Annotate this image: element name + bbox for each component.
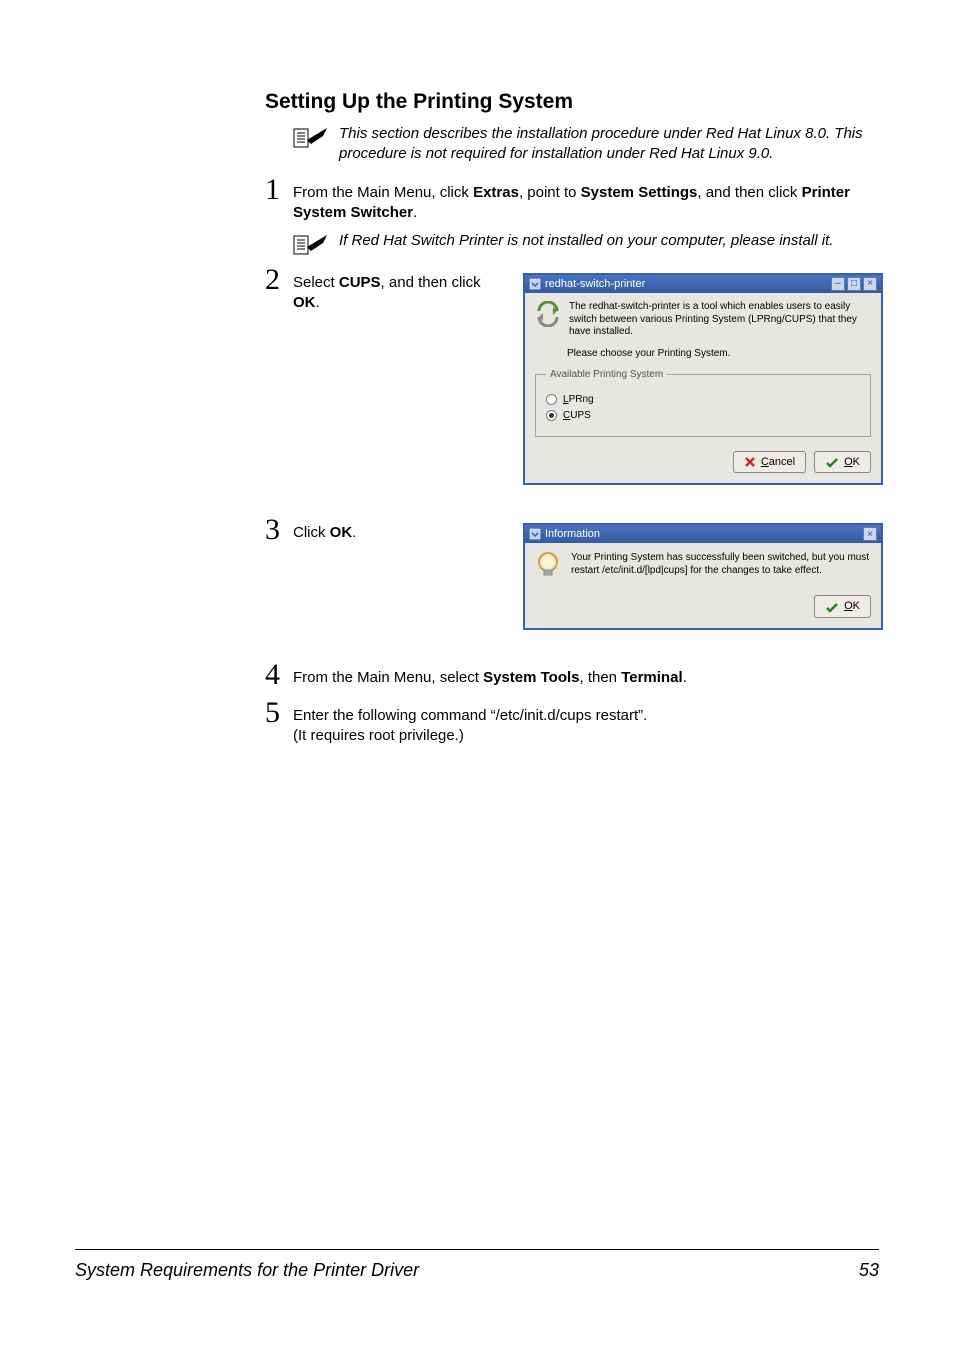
radio-icon [546,410,557,421]
close-button[interactable]: × [863,527,877,541]
page-footer: System Requirements for the Printer Driv… [75,1249,879,1281]
step-1: 1 From the Main Menu, click Extras, poin… [265,175,879,224]
step-body: Select CUPS, and then click OK. [293,273,503,314]
step-body: From the Main Menu, select System Tools,… [293,660,879,688]
step-number: 5 [265,698,293,728]
group-legend: Available Printing System [546,368,667,382]
bold: CUPS [339,274,381,291]
radio-cups[interactable]: CUPS [546,409,860,423]
note-text-2: If Red Hat Switch Printer is not install… [339,231,833,251]
window-menu-icon[interactable] [529,528,541,540]
step-body: From the Main Menu, click Extras, point … [293,175,879,224]
ok-icon [825,601,839,613]
step-3: 3 Click OK. Information × [265,515,879,630]
dialog-title: Information [545,527,600,542]
text: , point to [519,184,581,201]
button-label: OK [844,599,860,614]
text: . [316,294,320,311]
dialog-description: The redhat-switch-printer is a tool whic… [569,301,871,339]
text: , and then click [697,184,801,201]
text: . [683,669,687,686]
text: , then [580,669,622,686]
step-number: 4 [265,660,293,690]
text: , and then click [381,274,481,291]
note-block-2: If Red Hat Switch Printer is not install… [293,231,879,255]
dialog-title: redhat-switch-printer [545,277,645,292]
page-number: 53 [859,1260,879,1281]
radio-label: CUPS [563,409,591,423]
bold: System Tools [483,669,579,686]
printing-system-group: Available Printing System LPRng CUPS [535,368,871,437]
information-dialog: Information × [523,523,883,630]
section-heading: Setting Up the Printing System [265,90,879,114]
step-5: 5 Enter the following command “/etc/init… [265,698,879,747]
text: Select [293,274,339,291]
ok-button[interactable]: OK [814,451,871,474]
dialog-titlebar[interactable]: Information × [525,525,881,543]
redhat-switch-printer-dialog: redhat-switch-printer – □ × [523,273,883,485]
switch-icon [535,301,561,339]
ok-icon [825,456,839,468]
bold: Extras [473,184,519,201]
ok-button[interactable]: OK [814,595,871,618]
button-label: OK [844,455,860,470]
step-number: 2 [265,265,293,295]
text: . [352,524,356,541]
dialog-message: Your Printing System has successfully be… [571,551,871,581]
step-4: 4 From the Main Menu, select System Tool… [265,660,879,690]
dialog-titlebar[interactable]: redhat-switch-printer – □ × [525,275,881,293]
bold: OK [330,524,353,541]
bold: Terminal [621,669,682,686]
note-icon [293,126,329,148]
maximize-button[interactable]: □ [847,277,861,291]
text: From the Main Menu, select [293,669,483,686]
step-body: Enter the following command “/etc/init.d… [293,698,879,747]
footer-title: System Requirements for the Printer Driv… [75,1260,419,1281]
text: . [413,204,417,221]
step-number: 3 [265,515,293,545]
text: (It requires root privilege.) [293,726,879,746]
radio-lprng[interactable]: LPRng [546,393,860,407]
cancel-icon [744,456,756,468]
cancel-button[interactable]: Cancel [733,451,806,474]
step-number: 1 [265,175,293,205]
note-text-1: This section describes the installation … [339,124,879,165]
close-button[interactable]: × [863,277,877,291]
minimize-button[interactable]: – [831,277,845,291]
note-block-1: This section describes the installation … [293,124,879,165]
note-icon [293,233,329,255]
text: Enter the following command “/etc/init.d… [293,706,879,726]
dialog-prompt: Please choose your Printing System. [567,347,871,361]
bold: OK [293,294,316,311]
step-body: Click OK. [293,523,503,543]
radio-label: LPRng [563,393,594,407]
radio-icon [546,394,557,405]
button-label: Cancel [761,455,795,470]
lightbulb-icon [535,551,561,581]
window-menu-icon[interactable] [529,278,541,290]
text: Click [293,524,330,541]
text: From the Main Menu, click [293,184,473,201]
step-2: 2 Select CUPS, and then click OK. redhat… [265,265,879,485]
bold: System Settings [581,184,698,201]
